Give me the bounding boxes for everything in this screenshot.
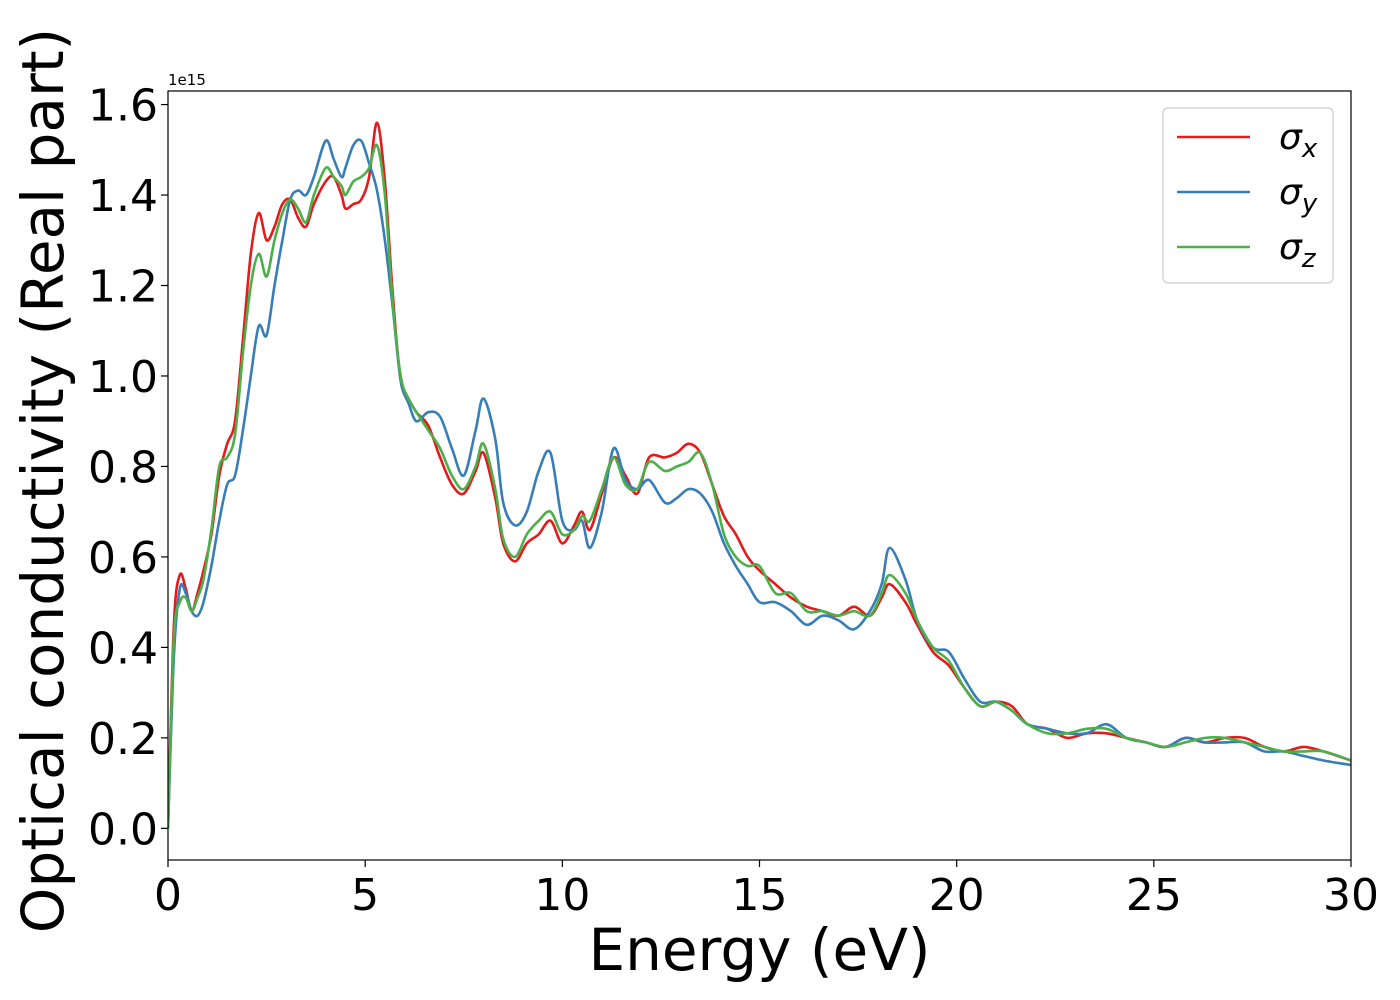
x-tick-label: 15 [732,870,788,921]
legend-label-x: σx [1279,117,1318,164]
y-tick-label: 1.0 [88,352,158,403]
x-tick-label: 20 [929,870,985,921]
y-tick-label: 1.4 [88,171,158,222]
x-axis-ticks: 0 5 10 15 20 25 30 [154,860,1379,921]
x-tick-label: 0 [154,870,182,921]
y-tick-label: 0.4 [88,623,158,674]
x-axis-label: Energy (eV) [588,916,930,984]
legend-frame [1162,107,1334,284]
y-tick-label: 0.2 [88,714,158,765]
x-tick-label: 10 [534,870,590,921]
y-tick-label: 0.6 [88,533,158,584]
x-tick-label: 30 [1323,870,1379,921]
y-axis-label: Optical conductivity (Real part) [9,28,77,933]
series-layer [168,121,1351,829]
x-tick-label: 5 [351,870,379,921]
legend-label-y: σy [1279,172,1318,219]
y-axis-ticks: 0.0 0.2 0.4 0.6 0.8 1.0 1.2 1.4 1.6 [88,81,168,855]
y-tick-label: 0.0 [88,804,158,855]
y-tick-label: 1.2 [88,262,158,313]
plot-frame [167,90,1352,861]
x-tick-label: 25 [1126,870,1182,921]
series-line-z [168,143,1351,829]
legend-label-z: σz [1279,227,1317,274]
y-tick-label: 0.8 [88,442,158,493]
y-offset-label: 1e15 [168,71,206,89]
legend: σx σy σz [1162,107,1334,284]
y-tick-label: 1.6 [88,81,158,132]
